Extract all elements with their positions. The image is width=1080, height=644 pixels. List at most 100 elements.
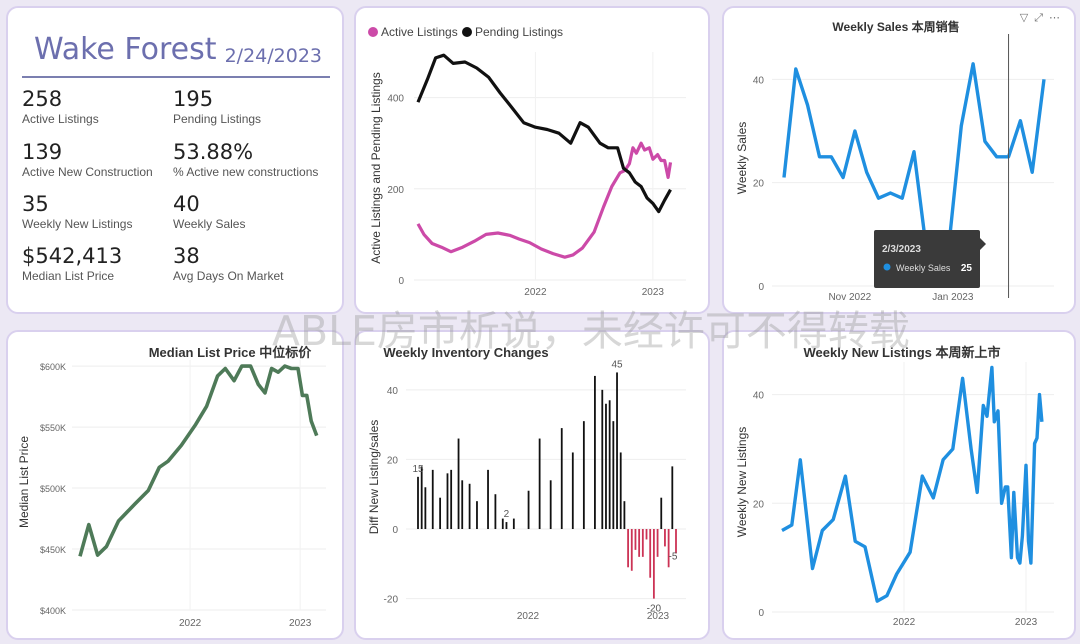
bar	[417, 476, 419, 530]
y-tick-label: 40	[387, 386, 399, 397]
y-tick-label: 0	[392, 525, 398, 536]
series-line-weekly-sales	[782, 62, 1046, 252]
legend-marker	[462, 27, 472, 37]
y-tick-label: 40	[753, 391, 765, 402]
listings-chart: 0 200 400 2022 2023 Active Listings and Pendi…	[368, 25, 686, 298]
bar	[439, 497, 442, 530]
kpi-value: 40	[173, 192, 200, 216]
kpi-pct-new-construction[interactable]: 53.88% % Active new constructions	[173, 139, 338, 180]
legend-label: Active Listings	[381, 25, 458, 39]
bar	[612, 421, 615, 530]
bar	[671, 466, 674, 530]
x-tick-label: 2022	[517, 611, 540, 622]
bar	[601, 389, 604, 530]
listings-chart-card[interactable]: 0 200 400 2022 2023 Active Listings and Pendi…	[354, 6, 710, 314]
y-tick-label: 20	[753, 499, 765, 510]
kpi-value: $542,413	[22, 244, 123, 268]
kpi-label: Weekly New Listings	[22, 217, 133, 231]
visual-header-icons: ▽⤢⋯	[1020, 11, 1066, 25]
bar	[457, 438, 460, 530]
kpi-label: Weekly Sales	[173, 217, 246, 231]
y-tick-label: -20	[384, 595, 399, 606]
bar	[476, 501, 478, 530]
kpi-card: Wake Forest 2/24/2023 258 Active Listing…	[6, 6, 344, 314]
legend-label: Pending Listings	[475, 25, 563, 39]
kpi-value: 195	[173, 87, 214, 111]
bar	[619, 452, 622, 530]
bar	[664, 529, 666, 547]
data-label: 45	[611, 359, 623, 370]
x-tick-label: 2022	[179, 618, 202, 629]
tooltip-series-name: Weekly Sales	[896, 263, 951, 273]
kpi-active-listings[interactable]: 258 Active Listings	[22, 86, 172, 127]
bar	[645, 529, 648, 540]
x-tick-label: 2023	[1015, 617, 1038, 628]
kpi-value: 53.88%	[173, 140, 254, 164]
bar	[641, 529, 644, 557]
weekly-sales-chart-card[interactable]: Weekly Sales 本周销售 0 20 40 Weekly Sales Nov 20…	[722, 6, 1076, 314]
kpi-active-new-construction[interactable]: 139 Active New Construction	[22, 139, 154, 180]
filter-icon[interactable]: ▽	[1019, 12, 1035, 24]
y-tick-label: 400	[387, 94, 404, 105]
data-label: 15	[412, 464, 424, 475]
chart-title: Median List Price 中位标价	[149, 345, 313, 360]
kpi-label: Median List Price	[22, 269, 115, 283]
bar	[656, 529, 659, 557]
bar	[505, 522, 508, 530]
kpi-label: Pending Listings	[173, 112, 262, 126]
kpi-header: Wake Forest 2/24/2023	[22, 18, 330, 78]
data-label: -5	[668, 551, 677, 562]
series-line-active	[416, 141, 673, 259]
y-tick-label: 20	[753, 179, 765, 190]
bar	[660, 497, 663, 530]
bar	[512, 518, 515, 530]
kpi-value: 35	[22, 192, 49, 216]
inventory-chart-card[interactable]: Weekly Inventory Changes -20 0 20 40 Diff New…	[354, 330, 710, 640]
series-line-pending	[416, 53, 672, 214]
kpi-median-list-price[interactable]: $542,413 Median List Price	[22, 243, 172, 284]
weekly-sales-chart: Weekly Sales 本周销售 0 20 40 Weekly Sales Nov 20…	[735, 19, 1054, 303]
bar	[608, 400, 611, 530]
new-listings-chart-card[interactable]: Weekly New Listings 本周新上市 0 20 40 Weekly New…	[722, 330, 1076, 640]
median-price-chart: Median List Price 中位标价 $400K $450K $500K $55…	[17, 345, 326, 629]
kpi-date: 2/24/2023	[224, 45, 322, 67]
y-tick-label: 20	[387, 455, 399, 466]
bar	[431, 469, 434, 530]
bar	[630, 529, 633, 571]
bar	[627, 529, 629, 568]
y-tick-label: $600K	[40, 362, 66, 372]
bar	[638, 529, 641, 557]
x-tick-label: Nov 2022	[828, 292, 871, 303]
more-options-icon[interactable]: ⋯	[1049, 12, 1066, 24]
y-axis-label: Diff New Listing/sales	[367, 420, 381, 535]
y-tick-label: 200	[387, 185, 404, 196]
bar	[652, 529, 655, 599]
x-tick-label: 2023	[642, 287, 665, 298]
x-tick-label: Jan 2023	[932, 292, 974, 303]
bar	[582, 421, 585, 530]
kpi-weekly-new-listings[interactable]: 35 Weekly New Listings	[22, 191, 172, 232]
bar	[594, 375, 596, 530]
bar	[420, 466, 423, 530]
bar	[634, 529, 637, 550]
bar	[623, 501, 626, 530]
bar	[450, 469, 453, 530]
y-tick-label: 0	[398, 276, 404, 287]
bar	[667, 529, 670, 568]
tooltip-box	[874, 230, 980, 288]
bar	[675, 529, 677, 554]
kpi-value: 38	[173, 244, 200, 268]
focus-mode-icon[interactable]: ⤢	[1034, 12, 1049, 24]
inventory-changes-chart: Weekly Inventory Changes -20 0 20 40 Diff New…	[367, 345, 686, 622]
bar	[468, 483, 471, 530]
median-price-chart-card[interactable]: Median List Price 中位标价 $400K $450K $500K $55…	[6, 330, 344, 640]
x-tick-label: 2022	[893, 617, 916, 628]
kpi-weekly-sales[interactable]: 40 Weekly Sales	[173, 191, 323, 232]
kpi-avg-days-on-market[interactable]: 38 Avg Days On Market	[173, 243, 323, 284]
kpi-pending-listings[interactable]: 195 Pending Listings	[173, 86, 323, 127]
bar	[494, 494, 497, 530]
kpi-city-title: Wake Forest	[34, 32, 217, 67]
y-axis-label: Median List Price	[17, 436, 31, 528]
data-label: -20	[647, 604, 662, 615]
bar	[549, 480, 552, 530]
